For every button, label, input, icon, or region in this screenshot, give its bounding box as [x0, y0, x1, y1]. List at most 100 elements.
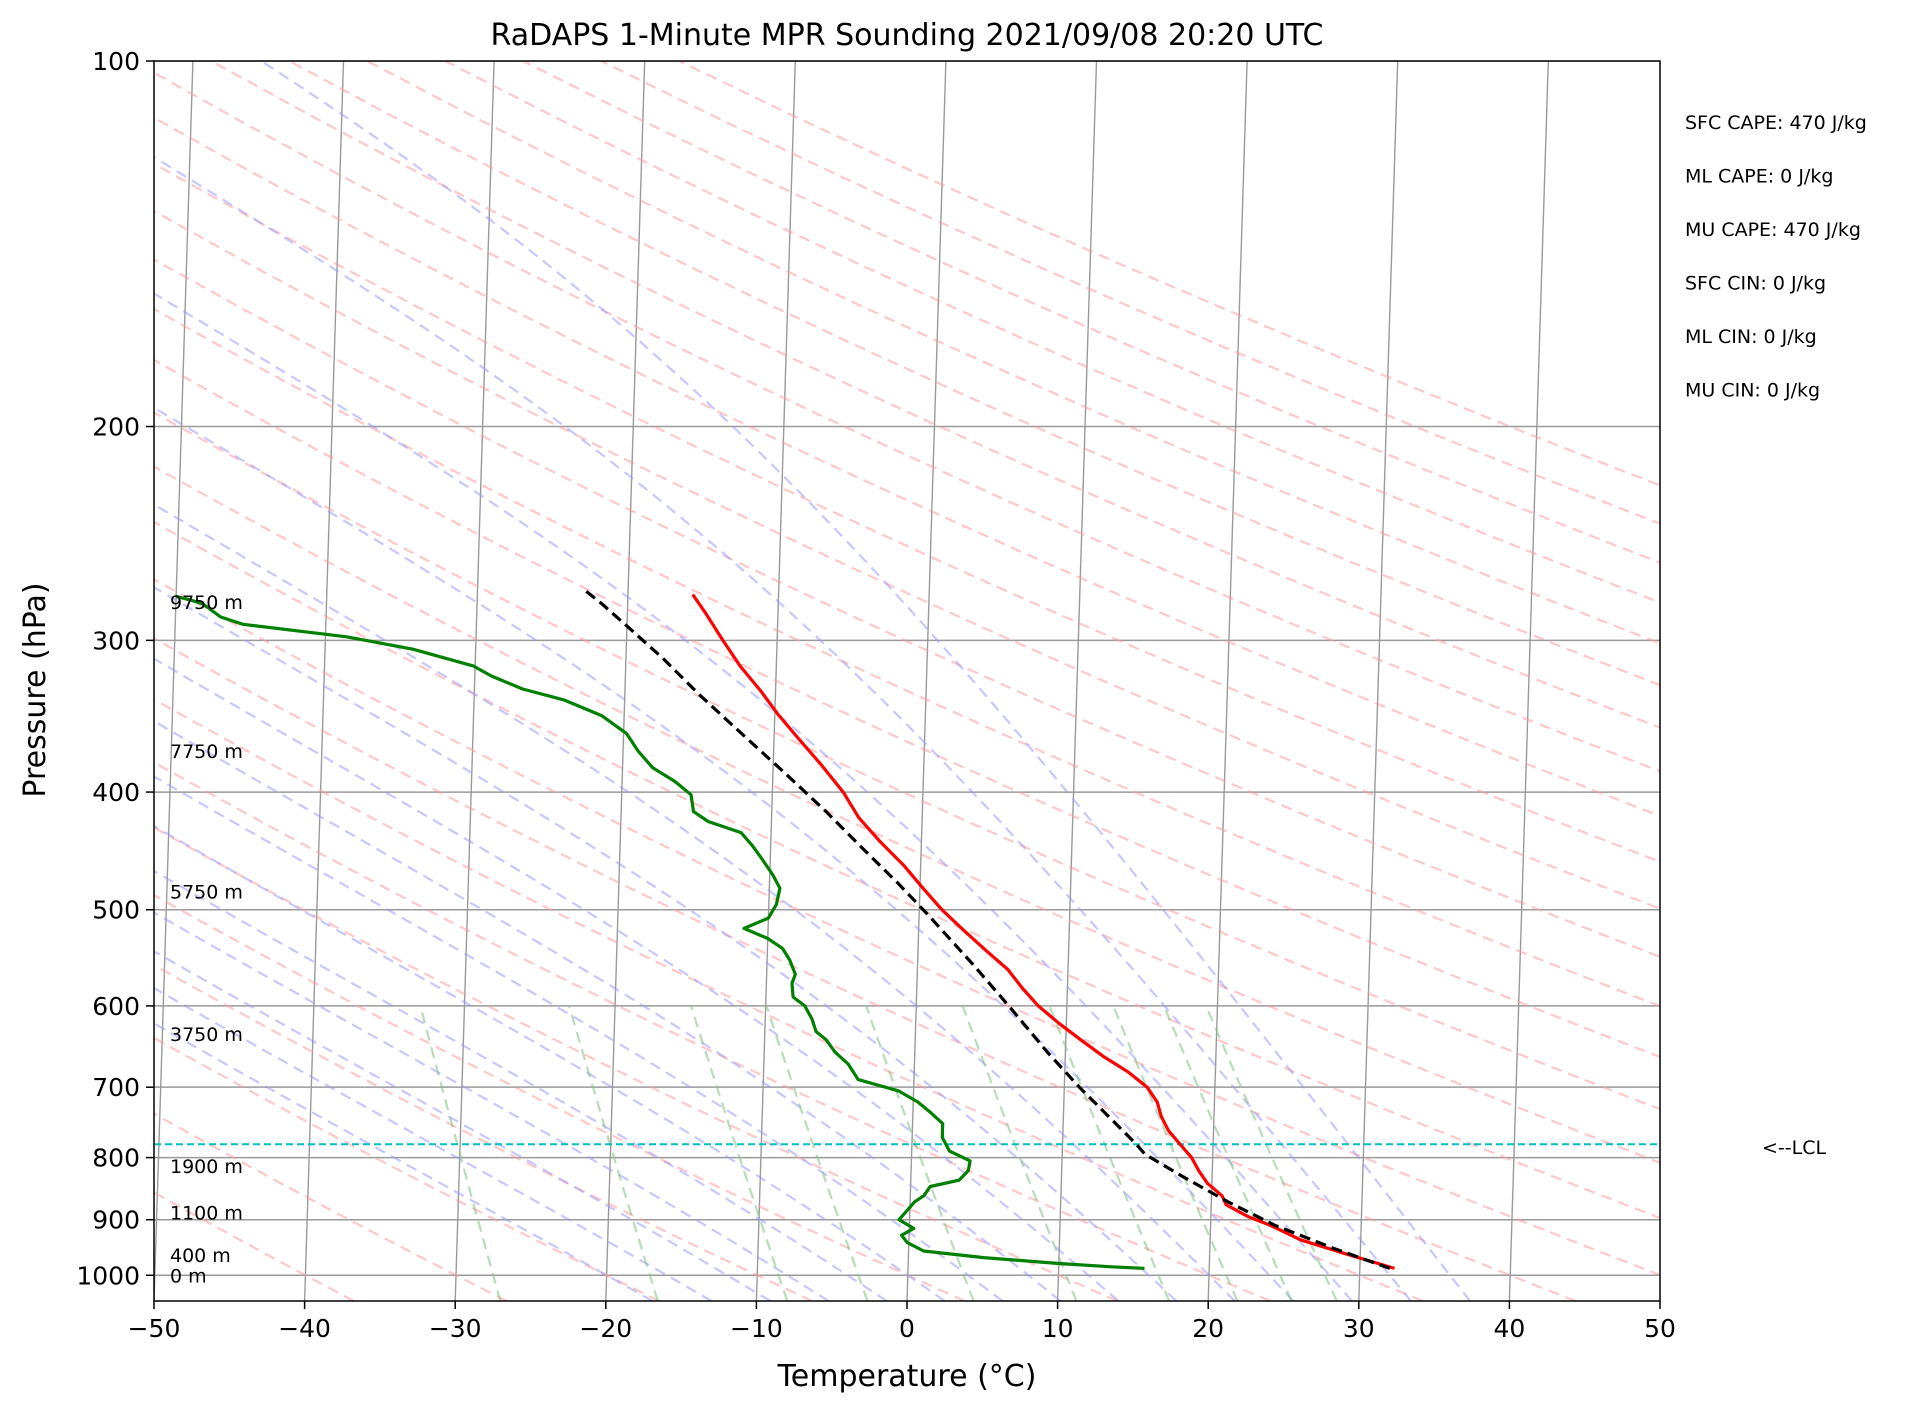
dry-adiabat-line	[154, 411, 1660, 1111]
dry-adiabat-line	[154, 698, 1424, 1301]
y-tick-label: 900	[92, 1206, 140, 1235]
isotherm-line	[154, 61, 194, 1301]
x-tick-label: 0	[899, 1314, 915, 1343]
dry-adiabat-line	[154, 826, 1118, 1301]
y-axis-title: Pressure (hPa)	[18, 582, 53, 797]
dry-adiabat-line	[154, 893, 966, 1301]
dry-adiabat-line	[210, 61, 1660, 729]
y-tick-label: 1000	[76, 1261, 140, 1290]
height-label: 5750 m	[170, 881, 243, 903]
y-tick-label: 200	[92, 413, 140, 442]
mixing-ratio-line	[689, 1005, 789, 1301]
x-tick-label: −30	[429, 1314, 482, 1343]
index-label: MU CIN: 0 J/kg	[1685, 380, 1820, 402]
dry-adiabat-line	[522, 61, 1660, 564]
dry-adiabat-line	[154, 761, 1271, 1301]
y-tick-label: 700	[92, 1073, 140, 1102]
dry-adiabat-line	[154, 71, 1660, 773]
mixing-ratio-line	[765, 1005, 869, 1301]
isotherm-line	[906, 61, 947, 1301]
y-tick-label: 600	[92, 992, 140, 1021]
height-label: 1900 m	[170, 1156, 243, 1178]
dry-adiabat-line	[288, 61, 1660, 687]
isotherm-line	[1659, 1278, 1660, 1301]
moist-adiabat-line	[154, 406, 1295, 1301]
moist-adiabat-line	[154, 657, 1120, 1301]
dry-adiabat-line	[154, 358, 1660, 1059]
dry-adiabat-line	[154, 520, 1660, 1220]
dry-adiabat-line	[154, 637, 1577, 1301]
x-tick-label: −10	[730, 1314, 783, 1343]
dry-adiabat-line	[154, 209, 1660, 910]
temperature-line	[691, 593, 1395, 1270]
x-axis-title: Temperature (°C)	[777, 1359, 1037, 1394]
y-tick-label: 500	[92, 896, 140, 925]
isotherm-line	[1508, 61, 1549, 1301]
x-tick-label: −50	[128, 1314, 181, 1343]
skewt-grid-lines	[154, 61, 1660, 1301]
x-tick-label: −40	[278, 1314, 331, 1343]
index-label: SFC CIN: 0 J/kg	[1685, 273, 1826, 295]
dry-adiabat-line	[154, 578, 1660, 1277]
isotherm-line	[303, 61, 345, 1301]
moist-adiabat-line	[154, 824, 946, 1301]
mixing-ratio-line	[1112, 1005, 1239, 1301]
index-label: ML CAPE: 0 J/kg	[1685, 166, 1833, 188]
index-label: MU CAPE: 470 J/kg	[1685, 219, 1861, 241]
dry-adiabat-line	[154, 1036, 660, 1301]
y-tick-label: 800	[92, 1144, 140, 1173]
moist-adiabat-line	[154, 950, 771, 1301]
x-tick-label: 10	[1042, 1314, 1074, 1343]
lcl-label: <--LCL	[1762, 1137, 1826, 1159]
height-label: 400 m	[170, 1245, 231, 1267]
x-axis-ticks: −50 −40 −30 −20 −10 0 10 20 30 40 50	[128, 1301, 1676, 1343]
mixing-ratio-line	[1204, 1005, 1338, 1301]
mixing-ratio-line	[1162, 1005, 1293, 1301]
mixing-ratio-line	[865, 1005, 975, 1301]
dewpoint-line	[175, 594, 1145, 1270]
x-tick-label: 20	[1192, 1314, 1224, 1343]
dry-adiabat-line	[154, 465, 1660, 1164]
isotherm-line	[1358, 61, 1399, 1301]
sounding-series	[175, 587, 1395, 1270]
moist-adiabat-line	[154, 585, 1178, 1301]
height-label: 0 m	[170, 1265, 207, 1287]
moist-adiabat-line	[154, 719, 1062, 1301]
index-label: SFC CAPE: 470 J/kg	[1685, 112, 1867, 134]
dry-adiabat-line	[154, 963, 813, 1301]
dry-adiabat-line	[366, 61, 1660, 645]
isotherm-line	[605, 61, 646, 1301]
height-label: 3750 m	[170, 1024, 243, 1046]
dry-adiabat-line	[154, 307, 1660, 1008]
y-tick-label: 400	[92, 778, 140, 807]
x-tick-label: −20	[579, 1314, 632, 1343]
chart-title: RaDAPS 1-Minute MPR Sounding 2021/09/08 …	[491, 18, 1324, 53]
moist-adiabat-line	[154, 986, 713, 1301]
y-tick-label: 300	[92, 626, 140, 655]
stability-indices: SFC CAPE: 470 J/kg ML CAPE: 0 J/kg MU CAPE…	[1685, 112, 1867, 402]
y-axis-ticks: 100 200 300 400 500 600 700 800 900 1000	[76, 47, 154, 1290]
isotherm-line	[1207, 61, 1248, 1301]
mixing-ratio-line	[1048, 1005, 1171, 1301]
dry-adiabat-line	[154, 258, 1660, 958]
moist-adiabat-line	[154, 155, 1412, 1301]
height-labels: 9750 m 7750 m 5750 m 3750 m 1900 m 1100 m 400 …	[170, 592, 243, 1287]
index-label: ML CIN: 0 J/kg	[1685, 326, 1817, 348]
dry-adiabat-line	[154, 162, 1660, 863]
x-tick-label: 40	[1493, 1314, 1525, 1343]
mixing-ratio-line	[961, 1005, 1078, 1301]
x-tick-label: 30	[1343, 1314, 1375, 1343]
moist-adiabat-line	[260, 61, 1471, 1301]
dry-adiabat-line	[154, 1112, 508, 1301]
parcel-line	[581, 587, 1391, 1270]
moist-adiabat-line	[154, 775, 1004, 1301]
moist-adiabat-line	[154, 911, 830, 1301]
mixing-ratio-line	[568, 1005, 659, 1301]
dry-adiabat-line	[154, 1191, 355, 1301]
height-label: 1100 m	[170, 1203, 243, 1225]
y-tick-label: 100	[92, 47, 140, 76]
isotherm-line	[454, 61, 495, 1301]
moist-adiabat-line	[154, 869, 888, 1301]
height-label: 9750 m	[170, 592, 243, 614]
